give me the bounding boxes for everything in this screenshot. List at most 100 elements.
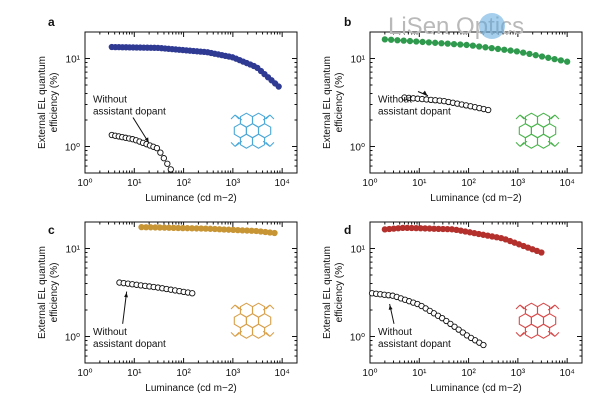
series-with-dopant <box>138 223 278 237</box>
data-point <box>450 40 458 48</box>
molecule-structure-c <box>230 302 275 339</box>
y-axis-label: External EL quantumefficiency (%) <box>37 246 60 339</box>
y-axis-label-line: efficiency (%) <box>334 73 345 133</box>
data-point <box>271 229 278 237</box>
molecule-bond <box>519 331 525 337</box>
data-point <box>443 317 450 325</box>
molecule-bond <box>265 331 271 337</box>
molecule-ring <box>239 112 254 128</box>
data-point <box>494 45 502 53</box>
y-tick-label: 10⁰ <box>65 333 80 344</box>
data-point <box>394 37 401 44</box>
y-tick-label: 10¹ <box>66 54 81 65</box>
molecule-bond <box>269 141 275 147</box>
annotation-line: Without <box>93 327 127 338</box>
data-point <box>419 38 426 46</box>
molecule-bond <box>515 141 521 147</box>
series-without-dopant <box>401 94 492 114</box>
x-axis-label: Luminance (cd m−2) <box>145 193 236 204</box>
data-point <box>564 58 571 65</box>
x-tick-label: 10⁴ <box>274 178 289 189</box>
molecule-bond <box>550 141 556 147</box>
molecule-bond <box>265 141 271 147</box>
molecule-ring <box>536 133 551 149</box>
molecule-bond <box>519 141 525 147</box>
molecule-bond <box>515 304 521 310</box>
molecule-ring <box>524 112 539 128</box>
molecule-bond <box>550 304 556 310</box>
data-point <box>557 57 565 64</box>
panel-label-c: c <box>48 223 55 237</box>
y-axis-label-line: efficiency (%) <box>334 263 345 323</box>
y-axis-label-line: External EL quantum <box>37 246 48 339</box>
y-tick-label: 10¹ <box>351 244 366 255</box>
molecule-structure-a <box>230 112 275 149</box>
annotation-without-dopant: Without assistant dopant <box>378 95 451 118</box>
y-axis-label: External EL quantumefficiency (%) <box>322 246 345 339</box>
molecule-bond <box>554 304 560 310</box>
y-tick-label: 10⁰ <box>350 333 365 344</box>
data-point <box>425 39 432 46</box>
y-axis-label-line: External EL quantum <box>37 56 48 149</box>
x-tick-label: 10⁰ <box>77 368 92 379</box>
panel-label-d: d <box>344 223 351 237</box>
series-with-dopant <box>381 36 571 65</box>
molecule-bond <box>550 114 556 120</box>
annotation-without-dopant: Without assistant dopant <box>378 327 451 350</box>
data-point <box>387 36 395 43</box>
x-tick-label: 10⁴ <box>559 178 574 189</box>
data-point <box>447 320 454 327</box>
data-point <box>451 323 458 330</box>
molecule-ring <box>536 112 551 128</box>
x-tick-label: 10² <box>176 178 191 189</box>
x-tick-label: 10¹ <box>127 178 142 189</box>
data-point <box>431 39 439 46</box>
y-tick-label: 10⁰ <box>350 143 365 154</box>
data-point <box>438 40 445 47</box>
data-point <box>526 50 533 58</box>
y-tick-label: 10¹ <box>351 54 366 65</box>
data-point <box>488 44 495 52</box>
series-with-dopant <box>381 224 545 256</box>
molecule-ring <box>251 323 266 339</box>
plot-frame <box>369 31 583 174</box>
panel-label-a: a <box>48 15 55 29</box>
molecule-structure-b <box>515 112 560 149</box>
x-tick-label: 10³ <box>511 178 526 189</box>
data-point <box>459 329 466 336</box>
plot-frame <box>84 31 298 174</box>
data-point <box>538 249 545 256</box>
molecule-ring <box>524 323 539 339</box>
molecule-bond <box>234 304 240 310</box>
molecule-bond <box>234 114 240 120</box>
annotation-line: Without <box>378 95 412 106</box>
annotation-line: assistant dopant <box>378 339 451 350</box>
data-point <box>167 166 174 173</box>
annotation-line: Without <box>378 327 412 338</box>
x-tick-label: 10³ <box>511 368 526 379</box>
molecule-bond <box>234 141 240 147</box>
molecule-ring <box>536 302 551 318</box>
x-tick-label: 10³ <box>226 178 241 189</box>
molecule-bond <box>269 331 275 337</box>
data-point <box>538 53 546 60</box>
data-point <box>400 37 407 44</box>
annotation-arrowhead <box>388 304 393 310</box>
x-tick-label: 10⁴ <box>559 368 574 379</box>
y-tick-label: 10⁰ <box>65 143 80 154</box>
molecule-bond <box>554 114 560 120</box>
annotation-line: Without <box>93 95 127 106</box>
series-without-dopant <box>116 279 196 297</box>
molecule-ring <box>251 133 266 149</box>
x-tick-label: 10² <box>461 368 476 379</box>
x-tick-label: 10¹ <box>127 368 142 379</box>
series-without-dopant <box>368 290 487 349</box>
y-axis-label-line: efficiency (%) <box>49 263 60 323</box>
annotation-line: assistant dopant <box>378 107 451 118</box>
molecule-ring <box>524 302 539 318</box>
data-point <box>485 106 492 114</box>
annotation-arrowhead <box>124 292 128 298</box>
x-tick-label: 10³ <box>226 368 241 379</box>
